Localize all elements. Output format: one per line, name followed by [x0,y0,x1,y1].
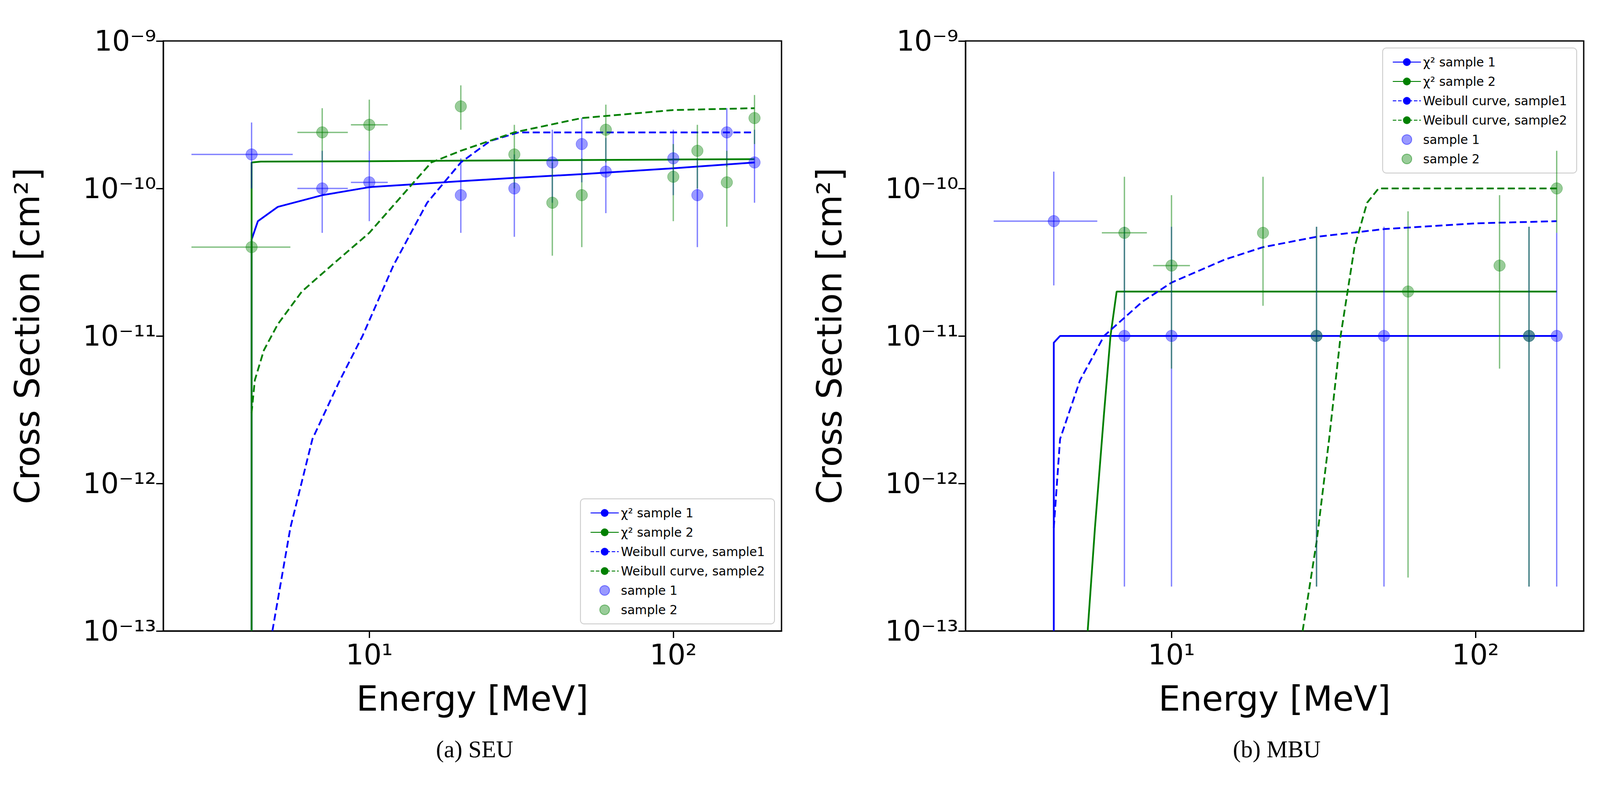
svg-text:Energy [MeV]: Energy [MeV] [356,678,589,719]
svg-text:10⁻¹²: 10⁻¹² [82,466,157,500]
svg-text:χ² sample 2: χ² sample 2 [620,524,694,540]
svg-text:χ² sample 2: χ² sample 2 [1423,74,1496,89]
svg-text:10⁻¹⁰: 10⁻¹⁰ [82,172,157,205]
svg-text:10⁻¹³: 10⁻¹³ [884,614,959,647]
svg-text:10¹: 10¹ [1148,638,1196,671]
svg-text:sample 2: sample 2 [1423,151,1480,167]
svg-text:Weibull curve, sample2: Weibull curve, sample2 [620,563,765,579]
svg-text:10⁻¹⁰: 10⁻¹⁰ [884,172,959,205]
svg-text:10⁻¹³: 10⁻¹³ [82,614,157,647]
svg-text:Cross Section [cm²]: Cross Section [cm²] [7,167,48,504]
svg-text:10⁻¹¹: 10⁻¹¹ [884,319,959,353]
svg-text:Weibull curve, sample1: Weibull curve, sample1 [620,544,765,559]
svg-text:Weibull curve, sample2: Weibull curve, sample2 [1423,113,1567,128]
svg-text:Energy [MeV]: Energy [MeV] [1158,678,1391,719]
svg-text:(a) SEU: (a) SEU [436,735,514,763]
svg-text:10²: 10² [649,638,698,671]
svg-text:(b) MBU: (b) MBU [1233,735,1322,763]
svg-text:sample 2: sample 2 [620,602,678,617]
svg-text:10⁻¹²: 10⁻¹² [884,466,959,500]
svg-text:10⁻⁹: 10⁻⁹ [896,24,959,58]
svg-text:sample 1: sample 1 [1423,132,1480,147]
svg-text:χ² sample 1: χ² sample 1 [1423,55,1496,70]
svg-text:10⁻¹¹: 10⁻¹¹ [82,319,157,353]
svg-text:Weibull curve, sample1: Weibull curve, sample1 [1423,93,1567,109]
svg-text:sample 1: sample 1 [620,583,678,598]
svg-text:10¹: 10¹ [345,638,393,671]
svg-text:10⁻⁹: 10⁻⁹ [94,24,157,58]
svg-text:10²: 10² [1452,638,1500,671]
svg-text:χ² sample 1: χ² sample 1 [620,505,694,521]
svg-text:Cross Section [cm²]: Cross Section [cm²] [809,167,850,504]
